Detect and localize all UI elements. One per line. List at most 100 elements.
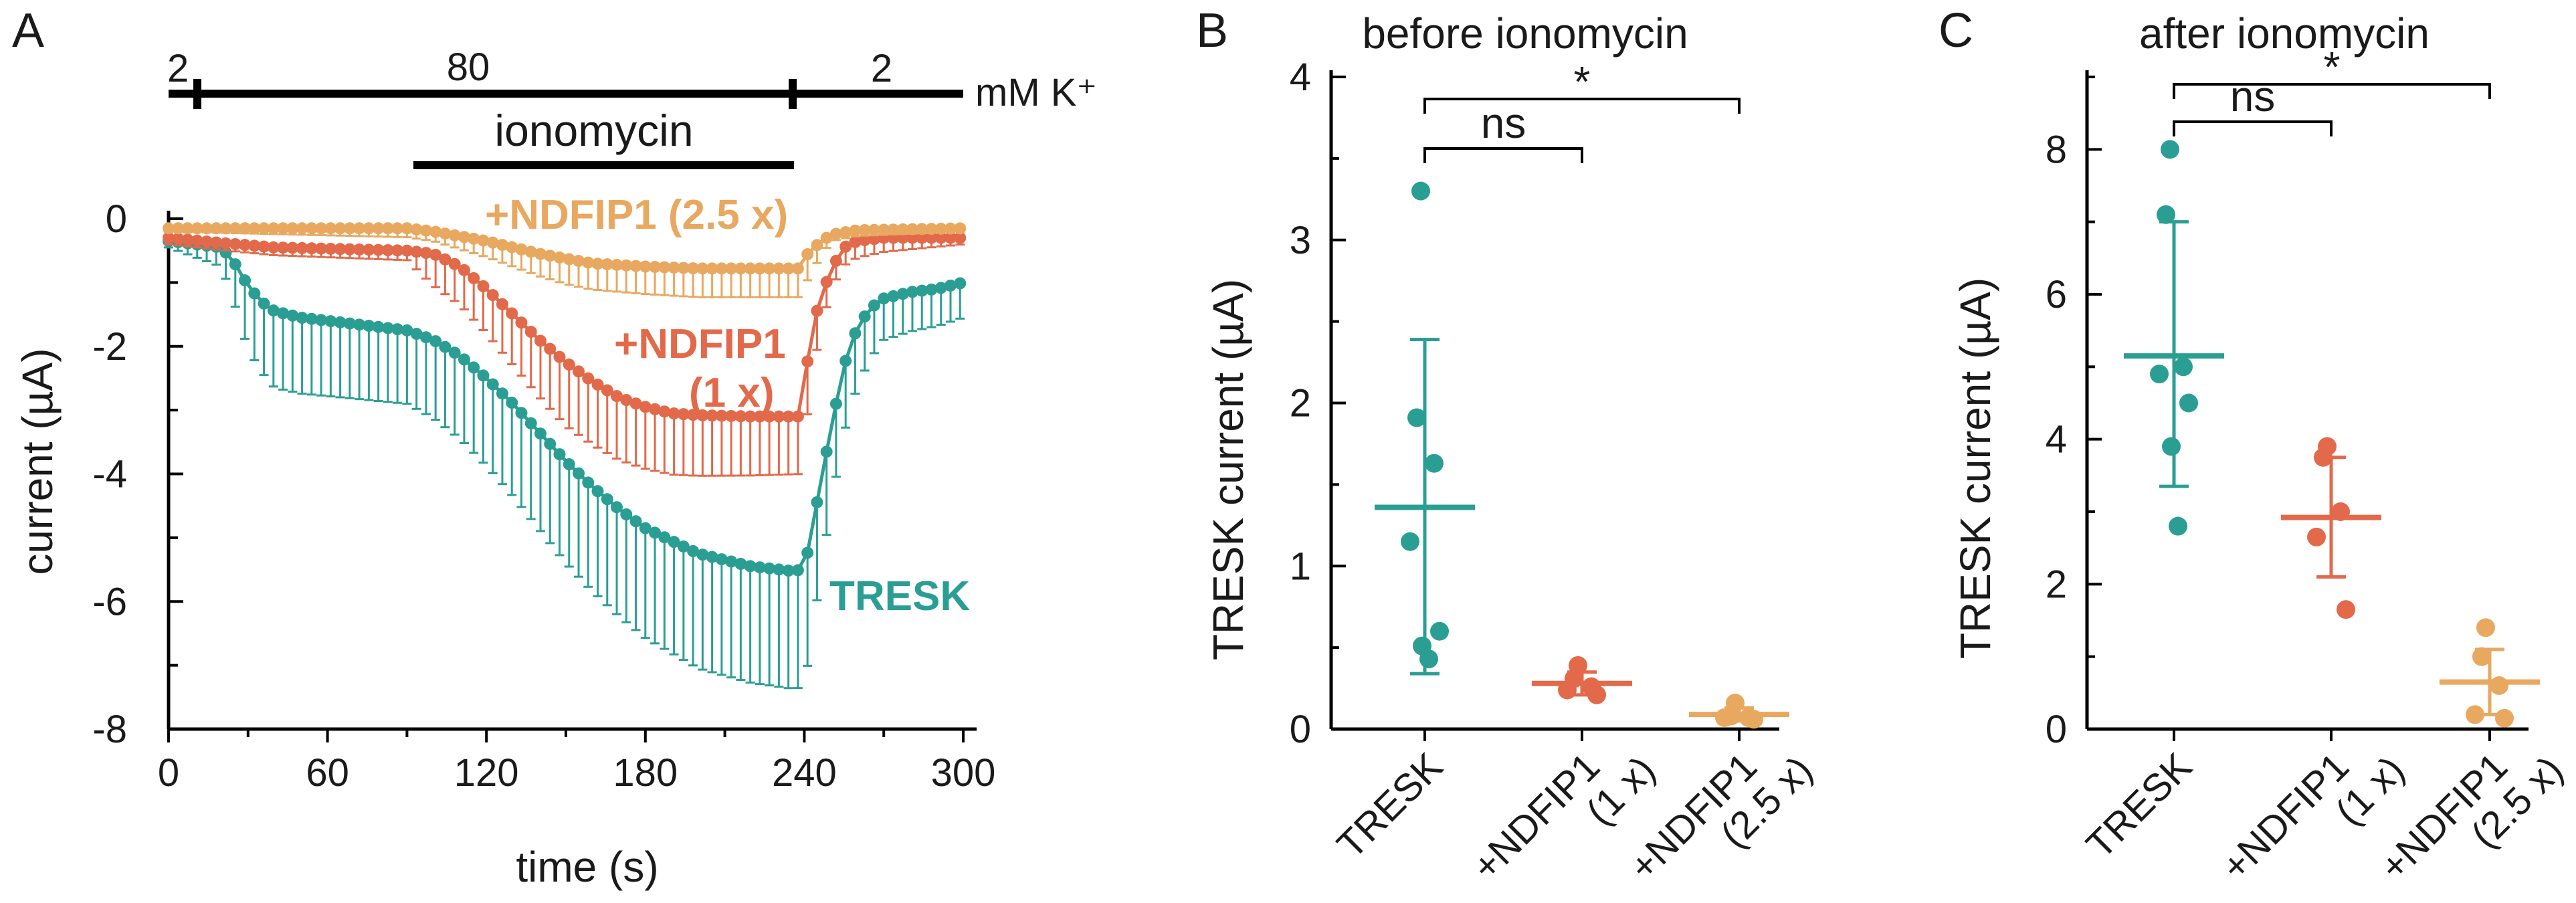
group-tresk bbox=[1375, 181, 1475, 676]
data-point bbox=[258, 222, 270, 235]
data-point bbox=[2314, 447, 2333, 467]
data-point bbox=[515, 243, 528, 256]
data-point bbox=[239, 239, 252, 252]
y-tick-label: 2 bbox=[2046, 563, 2067, 606]
data-point bbox=[210, 236, 223, 249]
data-point bbox=[2162, 437, 2181, 456]
data-point bbox=[439, 227, 452, 240]
data-point bbox=[677, 408, 690, 421]
data-point bbox=[620, 508, 633, 520]
data-point bbox=[849, 224, 862, 237]
panel-b-before-ionomycin: B before ionomycin TRESK current (µA) 0 1… bbox=[1196, 4, 1821, 889]
data-point bbox=[324, 315, 337, 328]
data-point bbox=[773, 410, 785, 423]
data-point bbox=[2169, 516, 2187, 536]
panel-c-letter: C bbox=[1939, 4, 1973, 58]
data-point bbox=[277, 307, 290, 320]
label-ndfip1-1x-line1: +NDFIP1 bbox=[614, 321, 786, 367]
data-point bbox=[791, 410, 804, 423]
panel-a-y-tick-label: -2 bbox=[92, 325, 127, 369]
y-tick-label: 6 bbox=[2046, 273, 2067, 316]
data-point bbox=[524, 245, 537, 258]
data-point bbox=[658, 531, 671, 544]
data-point bbox=[468, 361, 480, 374]
data-point bbox=[305, 222, 318, 235]
data-point bbox=[763, 562, 776, 575]
data-point bbox=[954, 222, 967, 235]
data-point bbox=[506, 307, 518, 320]
data-point bbox=[858, 234, 871, 247]
data-point bbox=[696, 409, 709, 421]
y-tick-label: 1 bbox=[1290, 544, 1311, 588]
data-point bbox=[334, 222, 346, 235]
data-point bbox=[858, 223, 871, 236]
data-point bbox=[315, 242, 328, 255]
data-point bbox=[401, 244, 413, 257]
data-point bbox=[544, 437, 557, 450]
data-point bbox=[2495, 708, 2514, 728]
data-point bbox=[668, 536, 680, 548]
data-point bbox=[563, 359, 575, 371]
data-point bbox=[887, 290, 900, 302]
data-point bbox=[544, 249, 557, 262]
data-point bbox=[448, 258, 461, 270]
data-point bbox=[2174, 357, 2193, 377]
data-point bbox=[611, 258, 623, 271]
data-point bbox=[601, 258, 613, 271]
data-point bbox=[468, 272, 480, 284]
data-point bbox=[524, 326, 537, 338]
data-point bbox=[839, 355, 852, 367]
label-ndfip1-2-5x: +NDFIP1 (2.5 x) bbox=[485, 192, 788, 238]
panel-c-after-ionomycin: C after ionomycin TRESK current (µA) 0 2 4… bbox=[1939, 4, 2571, 889]
data-point bbox=[687, 262, 700, 275]
panel-b-title: before ionomycin bbox=[1362, 9, 1688, 58]
data-point bbox=[1411, 181, 1430, 201]
data-point bbox=[763, 410, 776, 423]
data-point bbox=[496, 387, 508, 400]
data-point bbox=[715, 553, 728, 566]
data-point bbox=[315, 222, 328, 235]
data-point bbox=[725, 409, 738, 422]
data-point bbox=[534, 334, 547, 347]
data-point bbox=[744, 560, 757, 573]
data-point bbox=[573, 365, 585, 378]
data-point bbox=[725, 555, 738, 568]
data-point bbox=[363, 320, 375, 332]
series-tresk bbox=[163, 235, 967, 690]
panel-a-series bbox=[163, 222, 967, 690]
data-point bbox=[2161, 140, 2179, 159]
data-point bbox=[515, 407, 528, 419]
y-tick-label: 8 bbox=[2046, 128, 2067, 171]
data-point bbox=[878, 292, 890, 305]
data-point bbox=[773, 563, 785, 576]
data-point bbox=[763, 262, 776, 275]
data-point bbox=[687, 409, 700, 421]
data-point bbox=[744, 410, 757, 423]
data-point bbox=[410, 223, 423, 236]
k-unit-label: mM K⁺ bbox=[975, 71, 1097, 114]
data-point bbox=[944, 279, 957, 292]
data-point bbox=[791, 262, 804, 275]
data-point bbox=[419, 331, 432, 344]
data-point bbox=[458, 353, 470, 366]
data-point bbox=[363, 243, 375, 256]
data-point bbox=[868, 223, 880, 236]
data-point bbox=[629, 397, 642, 410]
data-point bbox=[363, 222, 375, 235]
data-point bbox=[343, 317, 356, 330]
data-point bbox=[2466, 705, 2484, 724]
data-point bbox=[372, 243, 385, 256]
data-point bbox=[324, 222, 337, 235]
data-point bbox=[1401, 532, 1419, 551]
data-point bbox=[191, 222, 203, 235]
significance-label: * bbox=[1574, 58, 1591, 106]
data-point bbox=[849, 327, 862, 340]
data-point bbox=[629, 260, 642, 272]
panel-a-x-tick-label: 240 bbox=[772, 751, 837, 795]
data-point bbox=[706, 409, 718, 422]
data-point bbox=[715, 262, 728, 275]
data-point bbox=[677, 540, 690, 553]
panel-a-letter: A bbox=[12, 4, 44, 58]
group-tresk bbox=[2124, 140, 2224, 536]
data-point bbox=[163, 222, 175, 235]
